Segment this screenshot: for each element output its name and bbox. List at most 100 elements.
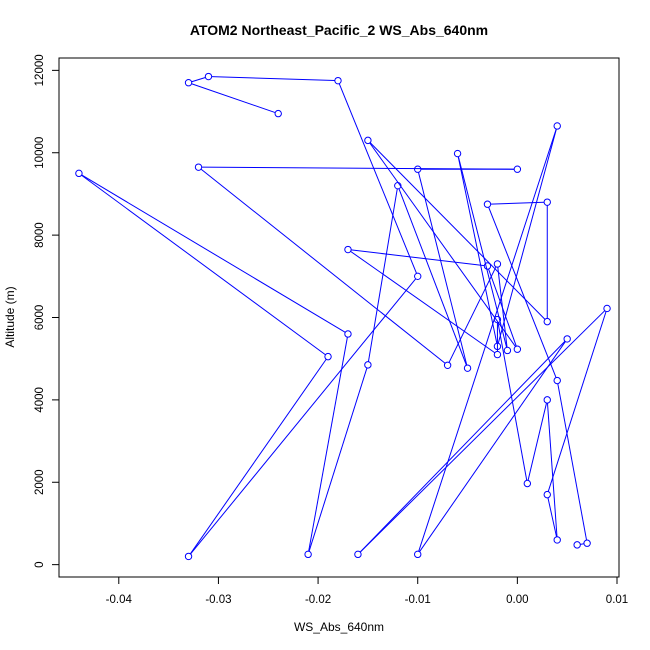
data-point (414, 165, 422, 173)
data-point (543, 490, 551, 499)
data-point (344, 330, 352, 338)
series-segment (191, 77, 206, 83)
data-point (493, 342, 502, 351)
data-point (543, 198, 551, 206)
series-segment (418, 128, 557, 552)
x-tick-label: 0.00 (506, 594, 528, 606)
series-segment (419, 341, 566, 553)
data-point (324, 352, 332, 361)
series-segment (201, 166, 515, 170)
x-tick-label: -0.02 (305, 594, 331, 606)
data-point (274, 109, 282, 118)
data-point (394, 181, 402, 190)
data-point (364, 136, 372, 145)
series-segment (367, 188, 398, 362)
chart-title: ATOM2 Northeast_Pacific_2 WS_Abs_640nm (190, 22, 488, 38)
plot-frame (58, 57, 620, 578)
data-point (453, 149, 462, 158)
data-point (513, 165, 522, 173)
series-segment (546, 403, 558, 537)
series-segment (81, 174, 346, 333)
y-axis: 0 2000 4000 6000 8000 10000 12000 (34, 54, 59, 568)
data-point (503, 346, 512, 355)
series-segment (338, 83, 417, 274)
series-segment (211, 76, 335, 82)
data-point (493, 315, 502, 324)
x-tick-label: -0.03 (205, 594, 231, 606)
data-point (573, 541, 581, 549)
data-point (344, 245, 352, 254)
series-segment (351, 249, 485, 267)
series-segment (497, 322, 528, 481)
data-point (463, 364, 472, 372)
x-axis: -0.04 -0.03 -0.02 -0.01 0.00 0.01 (106, 577, 628, 606)
series-segment (308, 337, 348, 552)
series-segment (488, 268, 517, 347)
data-point (513, 345, 522, 353)
series-segment (448, 266, 497, 363)
y-tick-label: 8000 (34, 222, 46, 248)
y-tick-label: 2000 (34, 469, 46, 495)
series-segment (488, 207, 557, 378)
data-point (543, 396, 551, 404)
data-point (493, 350, 502, 359)
series-segment (359, 310, 606, 553)
data-point (553, 536, 561, 544)
series-segment (350, 250, 496, 354)
data-point (563, 335, 571, 343)
data-point (184, 79, 193, 87)
data-point (523, 479, 532, 488)
data-point (304, 550, 312, 559)
y-tick-label: 12000 (34, 54, 46, 86)
data-point (414, 272, 422, 281)
series-segment (369, 142, 516, 347)
data-point (414, 550, 422, 559)
x-tick-label: 0.01 (606, 594, 628, 606)
x-axis-label: WS_Abs_640nm (294, 620, 384, 634)
series-segment (398, 188, 467, 366)
data-point (543, 317, 551, 326)
series-segment (457, 156, 508, 348)
series-segment (457, 156, 498, 344)
series-line-group (81, 76, 607, 555)
data-point (364, 361, 372, 369)
y-axis-label: Altitude (m) (3, 286, 17, 347)
data-point (443, 361, 452, 369)
data-point (493, 260, 502, 268)
data-point (204, 72, 213, 81)
series-segment (547, 311, 607, 492)
series-segment (527, 402, 548, 481)
data-point (553, 376, 561, 385)
x-tick-label: -0.04 (106, 594, 133, 606)
y-tick-label: 0 (34, 561, 46, 567)
series-segment (190, 278, 417, 555)
series-segment (418, 172, 468, 366)
data-point (354, 550, 362, 559)
series-segment (580, 543, 585, 545)
series-segment (497, 128, 557, 344)
series-segment (557, 383, 588, 541)
data-point (194, 163, 203, 171)
series-segment (81, 174, 326, 356)
series-segment (189, 358, 327, 555)
data-point (583, 539, 591, 547)
data-point (553, 122, 561, 130)
series-segment (490, 201, 545, 205)
data-point (75, 169, 83, 178)
series-segment (369, 142, 546, 320)
marker-group (75, 72, 611, 561)
y-tick-label: 4000 (34, 387, 46, 413)
series-segment (359, 340, 566, 553)
y-tick-label: 10000 (34, 137, 46, 169)
data-point (483, 262, 492, 270)
series-segment (547, 497, 558, 537)
y-tick-label: 6000 (34, 305, 46, 331)
x-tick-label: -0.01 (405, 594, 431, 606)
data-point (483, 200, 492, 208)
series-segment (200, 168, 446, 364)
series-segment (191, 83, 276, 114)
series-segment (308, 367, 368, 552)
data-point (184, 552, 193, 561)
data-point (603, 304, 611, 313)
